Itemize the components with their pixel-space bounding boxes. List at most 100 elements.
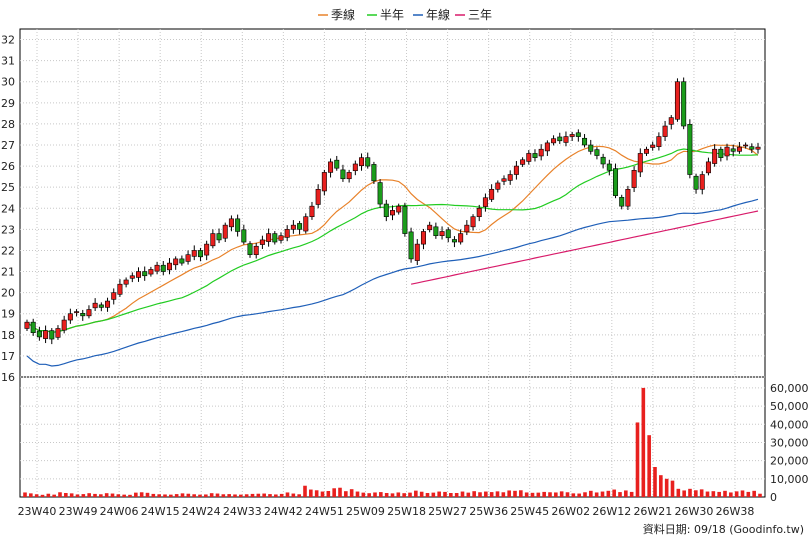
volume-bar [577, 493, 581, 497]
x-tick-label: 24W33 [223, 505, 262, 518]
volume-bar [507, 490, 511, 497]
price-tick-label: 28 [1, 118, 15, 131]
x-tick-label: 25W45 [510, 505, 549, 518]
volume-bar [390, 493, 395, 497]
candle-body [105, 300, 111, 308]
volume-bar [169, 494, 173, 497]
candle-body [346, 172, 352, 180]
candle-body [253, 245, 259, 255]
volume-tick-label: 40,000 [770, 418, 808, 431]
candle-body [439, 231, 445, 236]
volume-bar [128, 494, 132, 497]
candle-body [235, 218, 241, 232]
price-tick-label: 25 [1, 181, 15, 194]
volume-bar [373, 492, 377, 497]
volume-bar [676, 488, 681, 497]
candle-body [148, 269, 154, 275]
volume-bar [559, 491, 564, 497]
candle-body [489, 188, 495, 200]
volume-bar [239, 494, 243, 497]
candle-body [191, 250, 197, 257]
volume-bar [23, 492, 27, 497]
volume-bar [396, 492, 401, 497]
volume-bar [338, 487, 342, 497]
x-tick-label: 26W02 [551, 505, 590, 518]
candle-body [464, 224, 470, 233]
volume-bar [723, 490, 727, 497]
candle-body [86, 309, 92, 317]
volume-bar [542, 491, 546, 497]
volume-tick-label: 50,000 [770, 400, 808, 413]
price-panel-frame [19, 28, 766, 378]
price-tick-label: 32 [1, 34, 15, 47]
candle-body [111, 292, 117, 300]
candle-body [643, 148, 649, 154]
x-tick-label: 24W51 [305, 505, 344, 518]
candle-body [650, 144, 656, 148]
candle-body [662, 125, 668, 137]
volume-bar [87, 493, 91, 497]
volume-bar [670, 480, 675, 497]
volume-bar [349, 489, 354, 497]
x-tick-label: 25W27 [428, 505, 467, 518]
candle-body [445, 229, 451, 239]
volume-bar [641, 387, 646, 497]
candle-body [228, 218, 234, 228]
volume-bar [466, 492, 471, 497]
candle-body [210, 233, 216, 247]
candle-body [588, 144, 594, 152]
candle-body [204, 243, 210, 256]
volume-bar [209, 493, 214, 497]
volume-bar [408, 492, 412, 497]
price-tick-label: 18 [1, 329, 15, 342]
x-tick-label: 24W15 [141, 505, 180, 518]
candle-body [674, 81, 680, 120]
candle-body [383, 203, 389, 218]
volume-bar [414, 490, 418, 497]
candle-body [334, 159, 340, 169]
candle-body [247, 243, 253, 255]
volume-bar [618, 492, 622, 497]
volume-bar [524, 492, 529, 497]
volume-bar [682, 490, 686, 497]
candle-body [266, 233, 272, 242]
volume-bar [139, 492, 144, 497]
volume-bar [326, 491, 331, 497]
volume-bar [151, 493, 156, 497]
volume-bar [268, 494, 272, 497]
price-tick-label: 24 [1, 202, 15, 215]
x-axis-labels: 23W40 23W49 24W06 24W15 24W24 24W33 24W42 24W51… [18, 505, 755, 518]
x-tick-label: 24W06 [100, 505, 139, 518]
candle-body [427, 224, 433, 231]
candle-body [142, 271, 148, 277]
volume-bar [192, 494, 196, 497]
volume-bar [104, 493, 109, 497]
grid [20, 29, 765, 497]
candle-body [160, 264, 166, 272]
three-year-ma-line [410, 210, 759, 285]
volume-bar [624, 490, 628, 497]
candle-body [582, 137, 588, 146]
candle-body [389, 210, 395, 216]
candle-body [563, 136, 569, 143]
candle-body [216, 233, 222, 241]
volume-bar [233, 494, 237, 497]
candle-body [365, 157, 371, 167]
volume-bar [530, 492, 535, 497]
legend-label: 半年 [380, 8, 404, 22]
candle-body [470, 216, 476, 228]
volume-bar [204, 494, 208, 497]
volume-bar [34, 494, 39, 497]
candle-body [290, 224, 296, 230]
candle-body [241, 229, 247, 243]
volume-bar [367, 493, 371, 497]
volume-bar [145, 492, 150, 497]
x-tick-label: 24W24 [182, 505, 221, 518]
candle-body [420, 231, 426, 245]
volume-bar [705, 491, 710, 497]
volume-bar [752, 490, 756, 497]
volume-bar [134, 492, 138, 497]
candle-body [284, 229, 290, 238]
volume-bar [501, 492, 506, 497]
credit-text: 資料日期: 09/18 (Goodinfo.tw) [643, 522, 804, 536]
